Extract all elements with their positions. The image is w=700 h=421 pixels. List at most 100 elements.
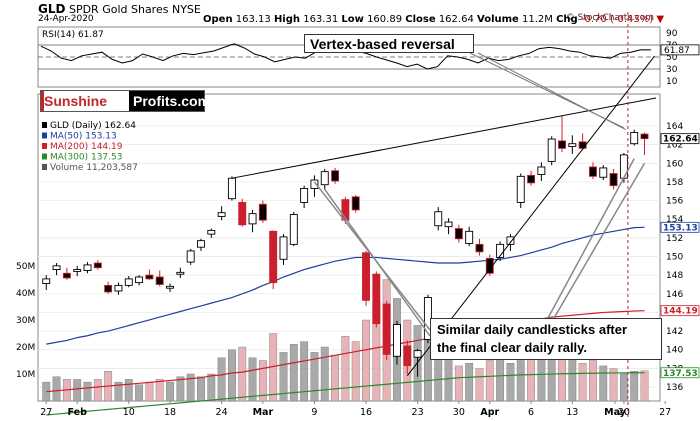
security-name: SPDR Gold Shares [68,3,169,16]
candle-body [558,140,566,149]
price-tick-label: 162 [666,141,683,151]
price-tick-label: 154 [666,215,683,225]
volume-bar [228,349,236,402]
ma50-line [46,226,645,345]
x-tick-label: Feb [68,407,88,418]
volume-bar [341,336,350,402]
price-last-box [660,367,700,379]
x-tick-label: 9 [311,407,317,418]
candle-body [465,230,474,244]
price-last-box [660,133,700,145]
volume-bar [351,341,360,402]
volume-bar [331,354,339,402]
volume-bar [609,368,618,402]
price-tick-label: 156 [666,197,683,207]
candle-body [485,257,494,274]
candle-body [537,166,546,175]
price-tick-label: 158 [666,178,683,188]
volume-tick-label: 10M [16,370,35,380]
candle-body [300,187,309,203]
candle-body [588,166,597,177]
candle-body [93,262,102,269]
x-tick-label: 16 [360,407,372,418]
chart-title: GLD SPDR Gold Shares NYSE [38,2,201,16]
volume-bar [300,341,309,402]
x-tick-label: May [604,407,627,418]
close-value: 162.64 [438,14,474,25]
volume-label: Volume [477,14,519,25]
ohlc-summary: Open 163.13 High 163.31 Low 160.89 Close… [203,14,664,25]
candle-body [166,285,174,289]
price-tick-label: 140 [666,346,683,356]
volume-bar [135,384,144,402]
low-label: Low [341,14,364,25]
legend-swatch [42,153,47,160]
candle-body [207,229,216,235]
sunshine-profits-logo: Sunshine Profits.com [40,90,210,112]
upper-trendline [231,97,657,179]
price-last-box [660,221,700,233]
volume-bar [52,376,61,402]
rsi-title: RSI(14) 61.87 [42,30,104,40]
volume-bar [619,373,628,402]
logo-part-2: Profits.com [129,91,210,111]
candle-body [362,252,370,301]
annotation-line-2: the final clear daily rally. [437,340,588,355]
volume-tick-label: 50M [16,262,35,272]
legend-swatch [42,122,47,128]
x-tick-label: 24 [216,407,228,418]
candle-body [331,170,340,182]
volume-bar [197,376,205,402]
volume-bar [630,371,639,402]
volume-bar [186,373,195,402]
legend-entry: Volume 11,203,587 [50,163,138,173]
volume-bar [640,370,649,402]
volume-bar [207,373,216,402]
rsi-tick-label: 30 [666,65,678,75]
x-tick-label: 13 [566,407,578,418]
legend-entry: MA(300) 137.53 [50,153,122,163]
volume-bar [114,381,123,402]
legend-entry: GLD (Daily) 162.64 [50,121,136,131]
candle-body [640,133,649,140]
rsi-tick-label: 90 [666,29,678,39]
candle-body [279,236,288,260]
candle-body [42,278,51,284]
open-value: 163.13 [235,14,271,25]
candle-body [527,174,536,184]
candle-body [475,243,484,253]
annotation-similar-candles: Similar daily candlesticks after the fin… [430,318,662,360]
volume-bar [238,346,247,402]
volume-bar [578,363,587,402]
volume-bar [279,352,288,402]
candle-body [227,177,236,200]
legend-entry: MA(50) 153.13 [50,132,117,142]
candle-body [176,271,185,275]
legend-entry: MA(200) 144.19 [50,142,123,152]
legend-swatch [42,164,47,170]
chg-value: -0.70 (-0.43%) [580,14,654,25]
candle-pointer [547,158,635,319]
ma300-line [46,372,645,416]
volume-bar [589,360,597,402]
candle-body [52,265,61,271]
candle-body [73,269,82,272]
candle-body [124,278,133,286]
volume-bar [83,381,92,402]
candle-body [454,228,463,240]
price-last-label: 153.13 [663,223,698,233]
volume-bar [176,376,185,402]
volume-bar [362,319,370,402]
volume-tick-label: 40M [16,289,35,299]
volume-bar [547,354,556,402]
candle-body [516,175,525,203]
x-tick-label: Apr [480,407,499,418]
candle-body [258,203,267,221]
volume-bar [496,354,505,402]
candle-pointer [324,188,431,337]
vertex-pointer [477,52,627,131]
candle-body [155,276,164,285]
candle-body [547,138,556,162]
volume-bar [93,379,102,402]
x-tick-label: 10 [123,407,135,418]
